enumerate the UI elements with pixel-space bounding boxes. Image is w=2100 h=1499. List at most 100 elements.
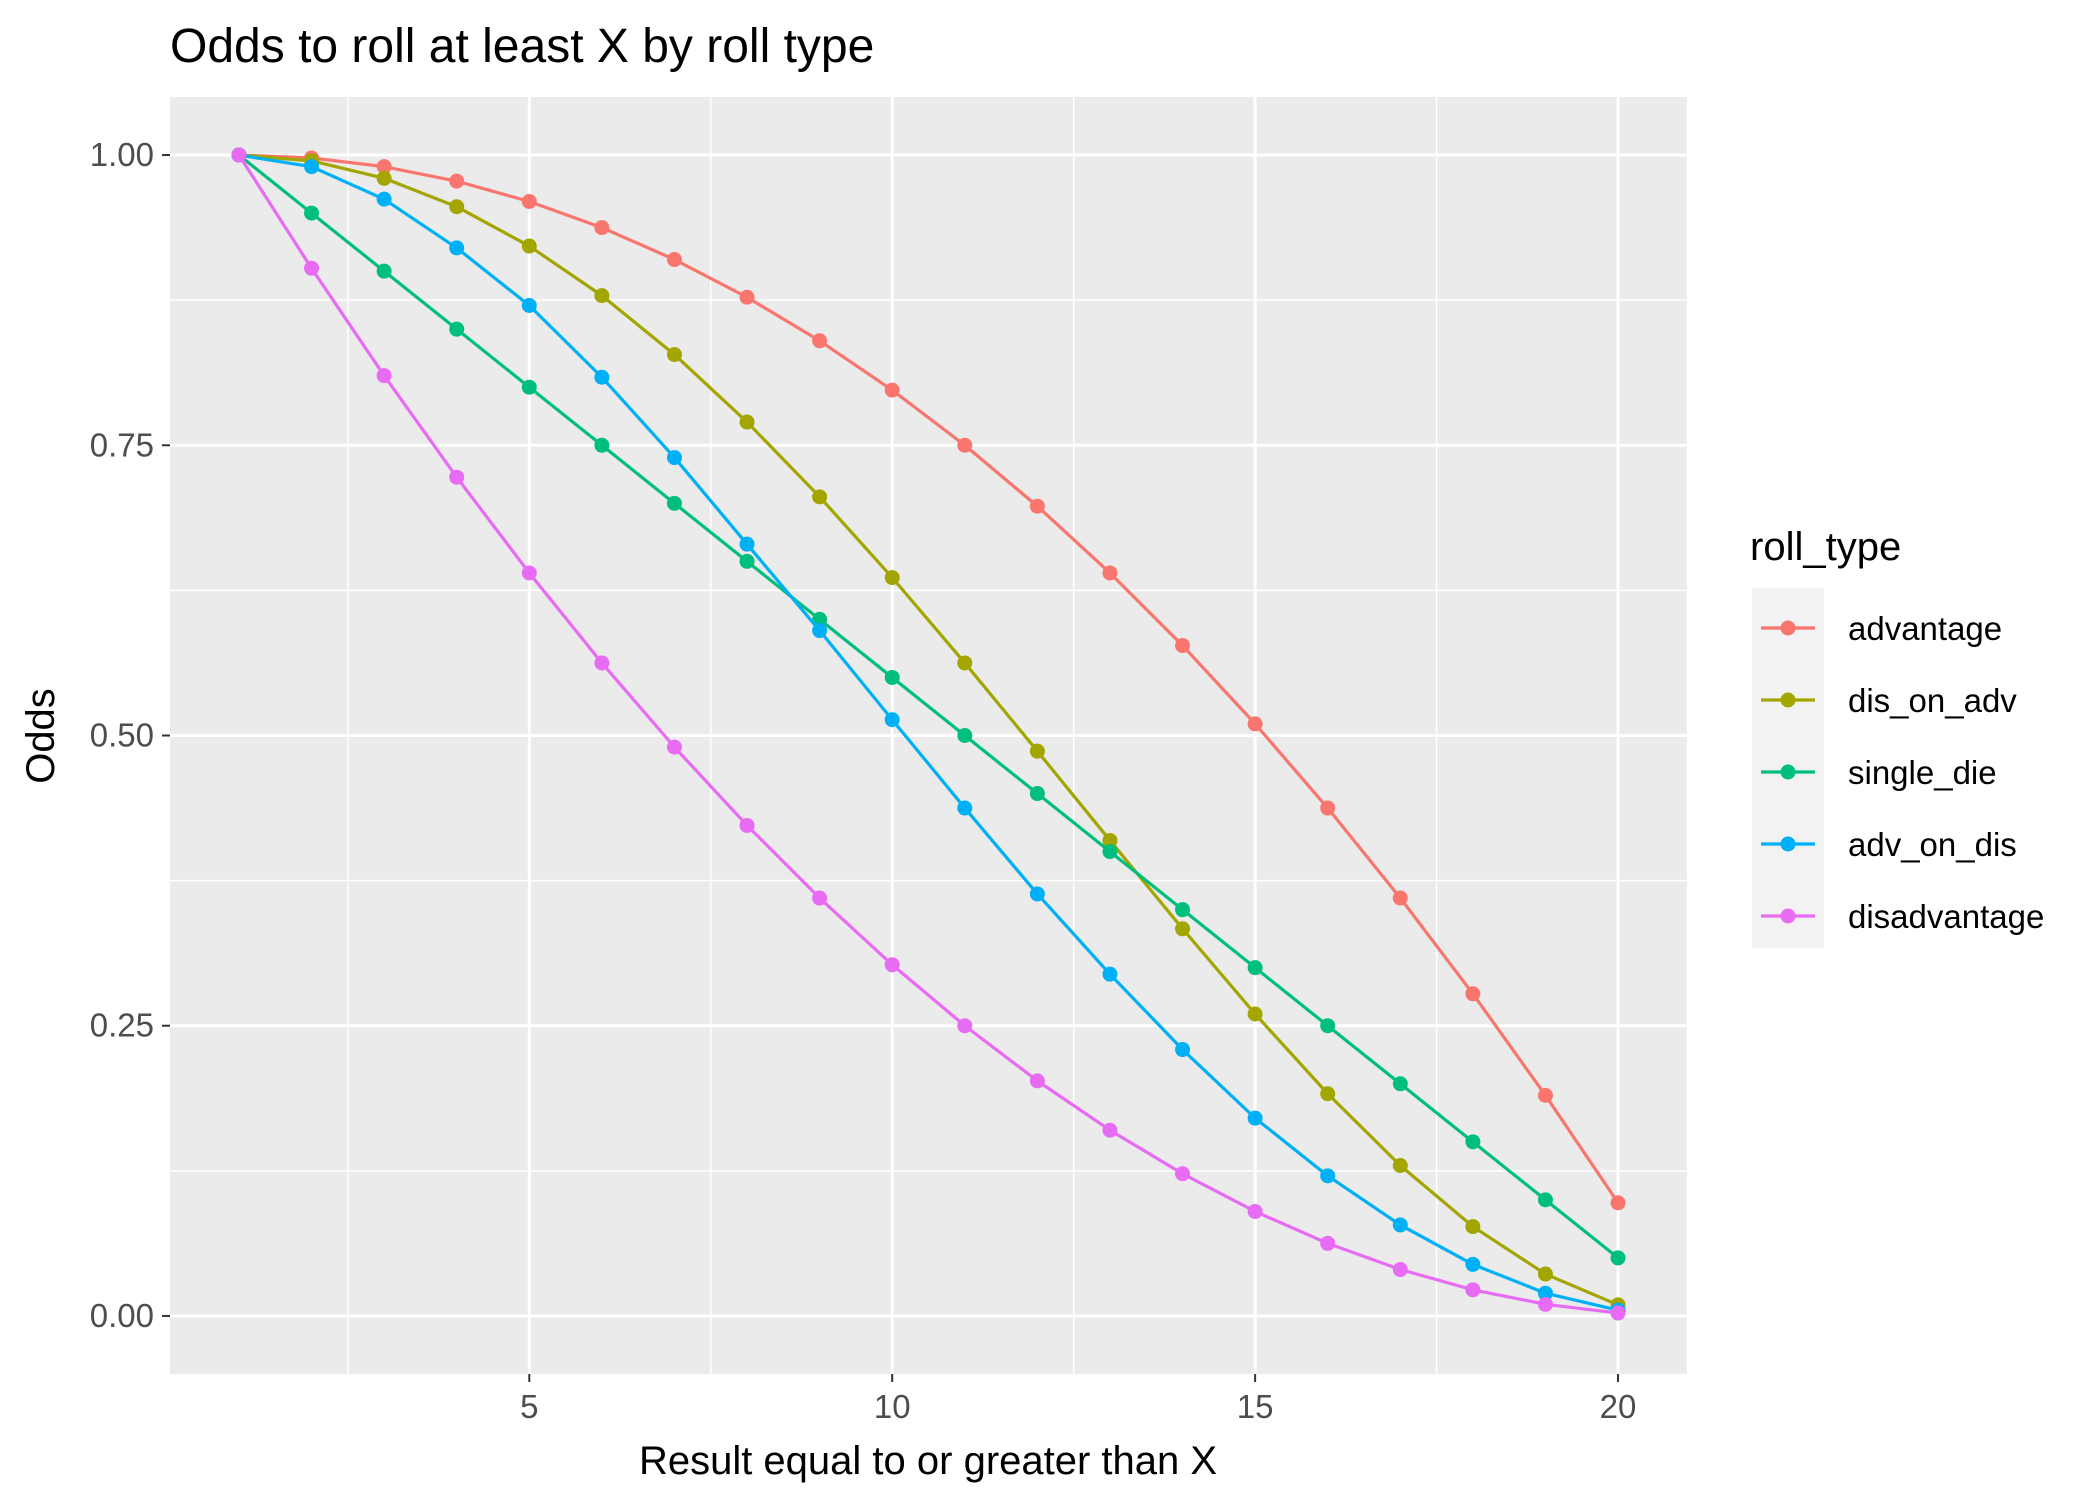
point-single-die [957, 728, 973, 743]
series-line-single-die [237, 153, 1620, 1260]
point-disadvantage [1102, 1122, 1118, 1138]
legend-label-advantage: advantage [1848, 610, 2002, 647]
point-advantage [594, 220, 610, 236]
point-disadvantage [449, 469, 465, 485]
point-single-die [1537, 1192, 1553, 1208]
point-single-die [449, 321, 465, 337]
point-advantage [812, 333, 828, 349]
series-layer [231, 147, 1626, 1321]
legend-key-point-dis-on-adv [1780, 692, 1796, 708]
point-adv-on-dis [376, 191, 392, 207]
x-axis: 5 10 15 20 [520, 1374, 1636, 1425]
point-adv-on-dis [1247, 1110, 1263, 1126]
point-advantage [521, 193, 537, 209]
x-tick-label: 5 [520, 1388, 538, 1425]
point-adv-on-dis [1537, 1285, 1553, 1301]
point-adv-on-dis [666, 450, 682, 466]
point-advantage [376, 159, 392, 175]
point-dis-on-adv [521, 238, 537, 254]
point-single-die [812, 611, 828, 627]
y-tick-label: 1.00 [90, 136, 154, 173]
point-disadvantage [739, 817, 755, 833]
legend: roll_type advantage dis_on_adv single_diea… [1750, 525, 2044, 948]
point-dis-on-adv [739, 414, 755, 430]
point-single-die [521, 379, 537, 395]
point-adv-on-dis [521, 297, 537, 313]
point-disadvantage [884, 957, 900, 973]
point-dis-on-adv [594, 288, 610, 304]
x-tick-label: 15 [1237, 1388, 1274, 1425]
point-single-die [594, 437, 610, 453]
point-disadvantage [594, 655, 610, 671]
point-dis-on-adv [812, 489, 828, 505]
point-adv-on-dis [449, 240, 465, 256]
point-dis-on-adv [1320, 1086, 1336, 1102]
point-dis-on-adv [1392, 1158, 1408, 1174]
point-dis-on-adv [957, 655, 973, 671]
point-adv-on-dis [884, 712, 900, 728]
y-tick-label: 0.50 [90, 717, 154, 754]
y-tick-label: 0.00 [90, 1297, 154, 1334]
point-adv-on-dis [812, 623, 828, 639]
point-adv-on-dis [1465, 1256, 1481, 1272]
point-disadvantage [666, 739, 682, 755]
point-disadvantage [957, 1018, 973, 1034]
point-disadvantage [304, 260, 320, 276]
point-disadvantage [521, 565, 537, 581]
point-single-die [1465, 1134, 1481, 1150]
point-dis-on-adv [1465, 1219, 1481, 1235]
point-disadvantage [231, 147, 247, 163]
point-dis-on-adv [1247, 1006, 1263, 1022]
y-tick-label: 0.75 [90, 426, 154, 463]
legend-label-adv-on-dis: adv_on_dis [1848, 826, 2017, 863]
major-gridlines [170, 97, 1687, 1374]
point-dis-on-adv [1175, 921, 1191, 937]
legend-label-single-die: single_die [1848, 754, 1997, 791]
point-advantage [957, 437, 973, 453]
point-adv-on-dis [957, 800, 973, 816]
point-adv-on-dis [1102, 966, 1118, 982]
point-advantage [1610, 1195, 1626, 1211]
point-disadvantage [1247, 1203, 1263, 1219]
point-dis-on-adv [376, 170, 392, 186]
point-adv-on-dis [1175, 1042, 1191, 1058]
series-line-dis-on-adv [238, 153, 1619, 1307]
point-advantage [1175, 638, 1191, 654]
x-axis-title: Result equal to or greater than X [639, 1439, 1217, 1483]
legend-label-dis-on-adv: dis_on_adv [1848, 682, 2017, 719]
point-single-die [376, 263, 392, 279]
point-advantage [1102, 565, 1118, 581]
chart-title: Odds to roll at least X by roll type [170, 20, 874, 73]
point-disadvantage [1610, 1305, 1626, 1321]
point-advantage [739, 289, 755, 305]
point-disadvantage [1537, 1296, 1553, 1312]
legend-key-point-disadvantage [1780, 908, 1796, 924]
point-adv-on-dis [594, 369, 610, 385]
legend-title: roll_type [1750, 525, 1901, 569]
point-advantage [1320, 800, 1336, 816]
point-single-die [304, 205, 320, 221]
point-advantage [1029, 498, 1045, 514]
point-single-die [1102, 844, 1118, 860]
series-line-adv-on-dis [238, 153, 1619, 1312]
point-adv-on-dis [304, 159, 320, 175]
point-adv-on-dis [739, 536, 755, 552]
legend-key-point-advantage [1780, 620, 1796, 636]
point-single-die [1392, 1076, 1408, 1092]
point-single-die [1175, 902, 1191, 918]
point-dis-on-adv [449, 199, 465, 215]
point-single-die [1320, 1018, 1336, 1034]
point-dis-on-adv [1537, 1266, 1553, 1282]
point-advantage [884, 382, 900, 398]
point-single-die [1247, 960, 1263, 976]
point-adv-on-dis [1392, 1217, 1408, 1233]
point-adv-on-dis [1029, 886, 1045, 902]
y-tick-label: 0.25 [90, 1007, 154, 1044]
point-disadvantage [1392, 1262, 1408, 1278]
point-single-die [884, 669, 900, 685]
point-dis-on-adv [884, 570, 900, 586]
series-line-advantage [238, 153, 1620, 1204]
legend-label-disadvantage: disadvantage [1848, 898, 2044, 935]
point-advantage [1392, 890, 1408, 906]
point-advantage [1537, 1087, 1553, 1103]
